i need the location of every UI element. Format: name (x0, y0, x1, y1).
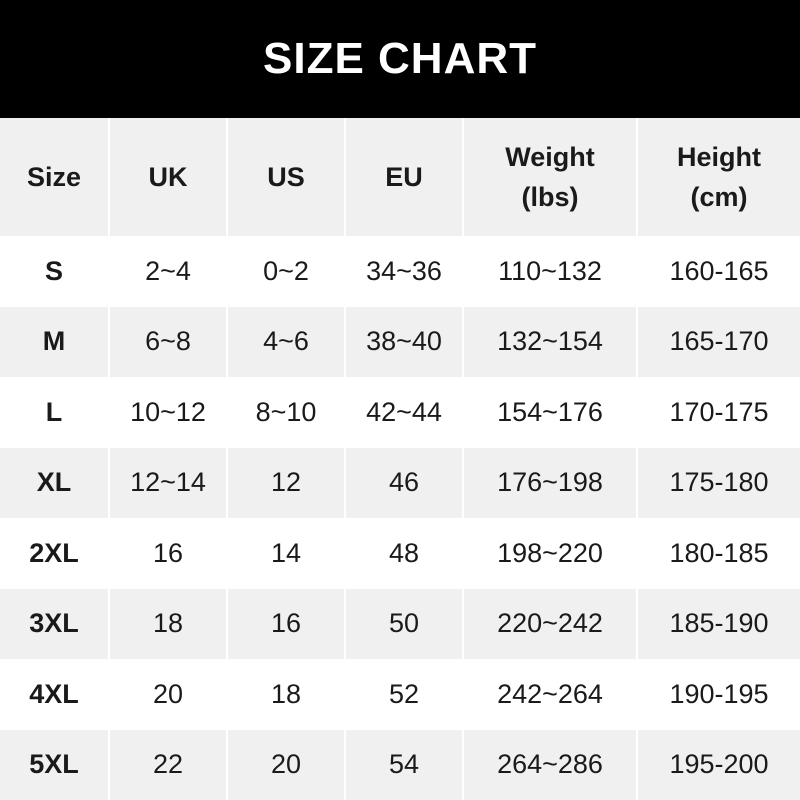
header-label: Height (677, 142, 761, 172)
cell-height: 165-170 (638, 306, 800, 377)
cell-size: 5XL (0, 729, 110, 800)
size-chart-title: SIZE CHART (0, 0, 800, 118)
header-label: US (267, 162, 305, 192)
cell-weight: 132~154 (464, 306, 638, 377)
size-table: Size UK US EU Weight (lbs) Height (cm) S 2~… (0, 118, 800, 800)
table-row: 2XL 16 14 48 198~220 180-185 (0, 518, 800, 589)
cell-us: 14 (228, 518, 346, 589)
header-height: Height (cm) (638, 118, 800, 236)
table-row: XL 12~14 12 46 176~198 175-180 (0, 447, 800, 518)
cell-size: 2XL (0, 518, 110, 589)
header-size: Size (0, 118, 110, 236)
cell-us: 20 (228, 729, 346, 800)
cell-eu: 38~40 (346, 306, 464, 377)
header-uk: UK (110, 118, 228, 236)
cell-size: L (0, 377, 110, 448)
header-weight: Weight (lbs) (464, 118, 638, 236)
cell-eu: 42~44 (346, 377, 464, 448)
cell-weight: 242~264 (464, 659, 638, 730)
cell-uk: 10~12 (110, 377, 228, 448)
cell-height: 195-200 (638, 729, 800, 800)
cell-eu: 34~36 (346, 236, 464, 307)
cell-eu: 48 (346, 518, 464, 589)
header-label: Weight (505, 142, 595, 172)
cell-size: 3XL (0, 588, 110, 659)
cell-uk: 22 (110, 729, 228, 800)
cell-weight: 176~198 (464, 447, 638, 518)
cell-weight: 198~220 (464, 518, 638, 589)
cell-size: S (0, 236, 110, 307)
cell-height: 160-165 (638, 236, 800, 307)
table-row: 4XL 20 18 52 242~264 190-195 (0, 659, 800, 730)
table-row: 3XL 18 16 50 220~242 185-190 (0, 588, 800, 659)
header-label: EU (385, 162, 423, 192)
cell-us: 8~10 (228, 377, 346, 448)
cell-size: XL (0, 447, 110, 518)
cell-us: 12 (228, 447, 346, 518)
cell-weight: 220~242 (464, 588, 638, 659)
cell-height: 170-175 (638, 377, 800, 448)
table-row: S 2~4 0~2 34~36 110~132 160-165 (0, 236, 800, 307)
table-row: L 10~12 8~10 42~44 154~176 170-175 (0, 377, 800, 448)
table-row: M 6~8 4~6 38~40 132~154 165-170 (0, 306, 800, 377)
cell-uk: 2~4 (110, 236, 228, 307)
cell-us: 18 (228, 659, 346, 730)
header-row: Size UK US EU Weight (lbs) Height (cm) (0, 118, 800, 236)
cell-us: 0~2 (228, 236, 346, 307)
cell-eu: 50 (346, 588, 464, 659)
header-us: US (228, 118, 346, 236)
header-label: UK (148, 162, 188, 192)
cell-eu: 46 (346, 447, 464, 518)
table-row: 5XL 22 20 54 264~286 195-200 (0, 729, 800, 800)
cell-size: 4XL (0, 659, 110, 730)
cell-uk: 20 (110, 659, 228, 730)
cell-size: M (0, 306, 110, 377)
header-unit: (cm) (690, 182, 748, 212)
cell-uk: 18 (110, 588, 228, 659)
cell-us: 4~6 (228, 306, 346, 377)
cell-height: 180-185 (638, 518, 800, 589)
cell-eu: 54 (346, 729, 464, 800)
cell-height: 185-190 (638, 588, 800, 659)
cell-height: 175-180 (638, 447, 800, 518)
cell-us: 16 (228, 588, 346, 659)
header-unit: (lbs) (521, 182, 579, 212)
header-label: Size (26, 162, 82, 192)
cell-eu: 52 (346, 659, 464, 730)
cell-uk: 16 (110, 518, 228, 589)
cell-weight: 110~132 (464, 236, 638, 307)
cell-height: 190-195 (638, 659, 800, 730)
header-eu: EU (346, 118, 464, 236)
cell-weight: 154~176 (464, 377, 638, 448)
cell-uk: 12~14 (110, 447, 228, 518)
cell-uk: 6~8 (110, 306, 228, 377)
cell-weight: 264~286 (464, 729, 638, 800)
